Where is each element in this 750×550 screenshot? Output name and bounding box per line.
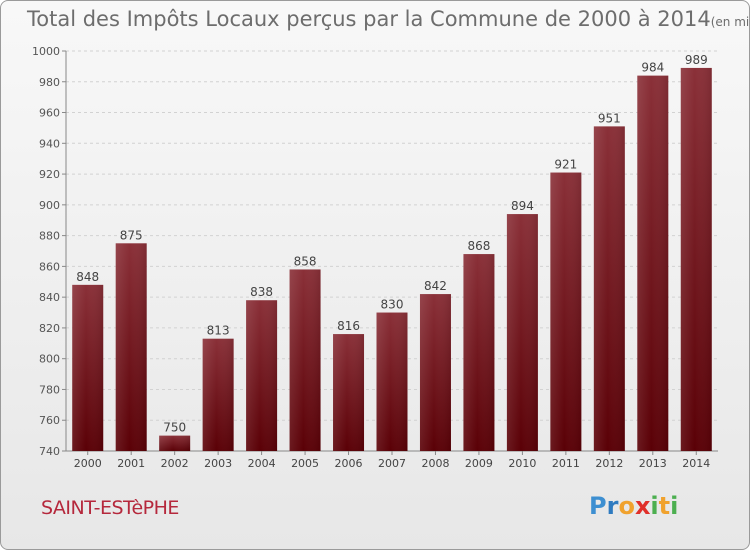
tick-labels: 740 760 780 800 820 840 860 880 900 920 940 960 980 1…	[32, 45, 710, 470]
y-tick-label: 840	[39, 291, 60, 304]
data-label: 750	[163, 421, 186, 435]
y-tick-label: 880	[39, 230, 60, 243]
value-labels: 848 875 750 813 838 858 816 830 842 868 894 921 951 9…	[76, 53, 707, 435]
data-label: 868	[467, 239, 490, 253]
logo-letter: x	[634, 492, 651, 520]
data-label: 984	[641, 61, 664, 75]
bar-shine	[333, 334, 365, 451]
logo-letter: r	[606, 492, 619, 520]
x-tick-label: 2010	[508, 457, 536, 470]
x-tick-label: 2001	[117, 457, 145, 470]
data-label: 816	[337, 319, 360, 333]
y-tick-label: 940	[39, 137, 60, 150]
bar-shine	[550, 172, 582, 452]
chart-unit-text: (en milliers d'€)	[710, 15, 750, 29]
bar-shine	[159, 435, 191, 451]
chart-title-text: Total des Impôts Locaux perçus par la Co…	[27, 7, 711, 31]
data-label: 951	[598, 111, 621, 125]
data-label: 813	[207, 324, 230, 338]
bar-shine	[289, 269, 321, 451]
bar-shine	[246, 300, 278, 451]
proxiti-logo: Proxiti	[589, 492, 678, 520]
bar-shine	[72, 284, 104, 451]
bars	[72, 67, 712, 452]
y-tick-label: 920	[39, 168, 60, 181]
logo-letter: o	[618, 492, 635, 520]
data-label: 875	[120, 228, 143, 242]
x-tick-label: 2002	[161, 457, 189, 470]
y-tick-label: 860	[39, 260, 60, 273]
y-tick-label: 780	[39, 383, 60, 396]
bar-shine	[115, 243, 147, 451]
logo-letter: t	[658, 492, 671, 520]
y-tick-label: 900	[39, 199, 60, 212]
y-tick-label: 740	[39, 445, 60, 458]
y-tick-label: 1000	[32, 45, 60, 58]
x-tick-label: 2000	[74, 457, 102, 470]
y-tick-label: 980	[39, 76, 60, 89]
x-tick-label: 2007	[378, 457, 406, 470]
data-label: 894	[511, 199, 534, 213]
commune-name: SAINT-ESTèPHE	[41, 497, 179, 519]
x-tick-label: 2012	[595, 457, 623, 470]
data-label: 989	[685, 53, 708, 67]
data-label: 830	[381, 298, 404, 312]
x-tick-label: 2006	[335, 457, 363, 470]
bar-shine	[463, 254, 495, 451]
bar-shine	[680, 67, 712, 451]
y-tick-label: 800	[39, 353, 60, 366]
logo-letter: P	[589, 492, 607, 520]
logo-letter: i	[670, 492, 679, 520]
y-tick-label: 760	[39, 414, 60, 427]
chart-title: Total des Impôts Locaux perçus par la Co…	[27, 7, 750, 31]
bar-shine	[593, 126, 625, 451]
y-tick-label: 960	[39, 107, 60, 120]
data-label: 858	[294, 254, 317, 268]
x-tick-label: 2009	[465, 457, 493, 470]
x-tick-label: 2005	[291, 457, 319, 470]
bar-shine	[376, 312, 408, 451]
x-tick-label: 2014	[682, 457, 710, 470]
data-label: 921	[554, 158, 577, 172]
bar-shine	[419, 294, 451, 451]
bar-shine	[202, 338, 234, 451]
x-tick-label: 2004	[248, 457, 276, 470]
y-tick-label: 820	[39, 322, 60, 335]
logo-letter: i	[650, 492, 659, 520]
data-label: 848	[76, 270, 99, 284]
x-tick-label: 2003	[204, 457, 232, 470]
data-label: 838	[250, 285, 273, 299]
data-label: 842	[424, 279, 447, 293]
bar-shine	[506, 214, 538, 451]
x-tick-label: 2011	[552, 457, 580, 470]
x-tick-label: 2008	[421, 457, 449, 470]
x-tick-label: 2013	[639, 457, 667, 470]
bar-shine	[637, 75, 669, 451]
